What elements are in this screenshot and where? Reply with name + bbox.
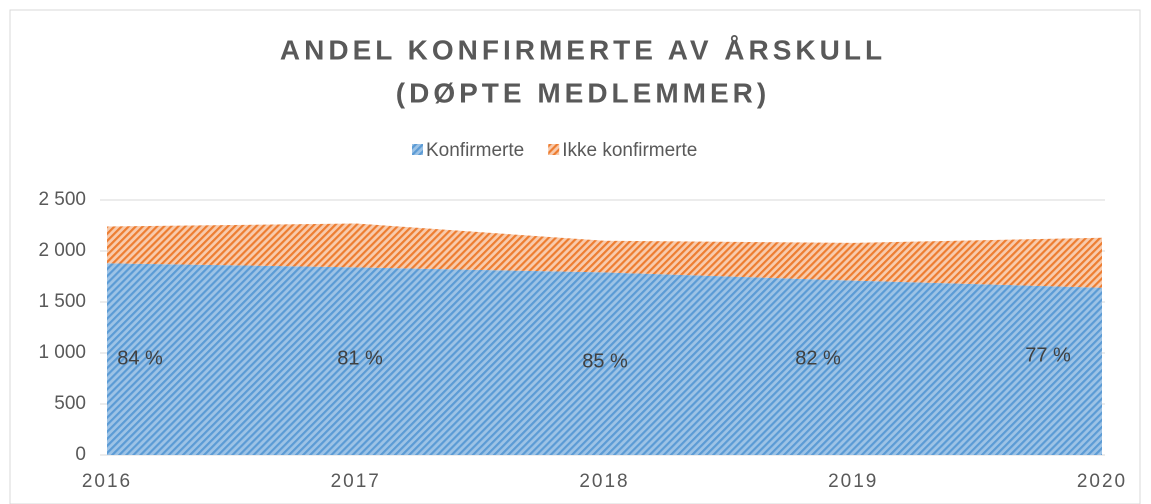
area [107, 223, 1102, 288]
data-label: 84 % [117, 347, 163, 369]
y-tick-label: 0 [75, 444, 86, 465]
legend-label: Ikke konfirmerte [562, 140, 697, 161]
y-tick-label: 2 000 [38, 240, 86, 261]
legend-swatch [412, 144, 423, 155]
x-tick-label: 2016 [82, 471, 132, 492]
x-tick-label: 2018 [579, 471, 629, 492]
x-tick-label: 2020 [1077, 471, 1127, 492]
x-tick-label: 2017 [331, 471, 381, 492]
y-tick-label: 500 [54, 393, 86, 414]
data-label: 81 % [337, 347, 383, 369]
data-label: 85 % [582, 350, 628, 372]
data-label: 77 % [1025, 344, 1071, 366]
legend-swatch [548, 144, 560, 155]
legend-label: Konfirmerte [426, 140, 524, 161]
chart-title: (DØPTE MEDLEMMER) [396, 77, 770, 108]
data-label: 82 % [795, 347, 841, 369]
chart-title: ANDEL KONFIRMERTE AV ÅRSKULL [280, 34, 886, 65]
y-tick-label: 2 500 [38, 189, 86, 210]
y-tick-label: 1 000 [38, 342, 86, 363]
x-tick-label: 2019 [828, 471, 878, 492]
y-tick-label: 1 500 [38, 291, 86, 312]
area [107, 263, 1102, 455]
